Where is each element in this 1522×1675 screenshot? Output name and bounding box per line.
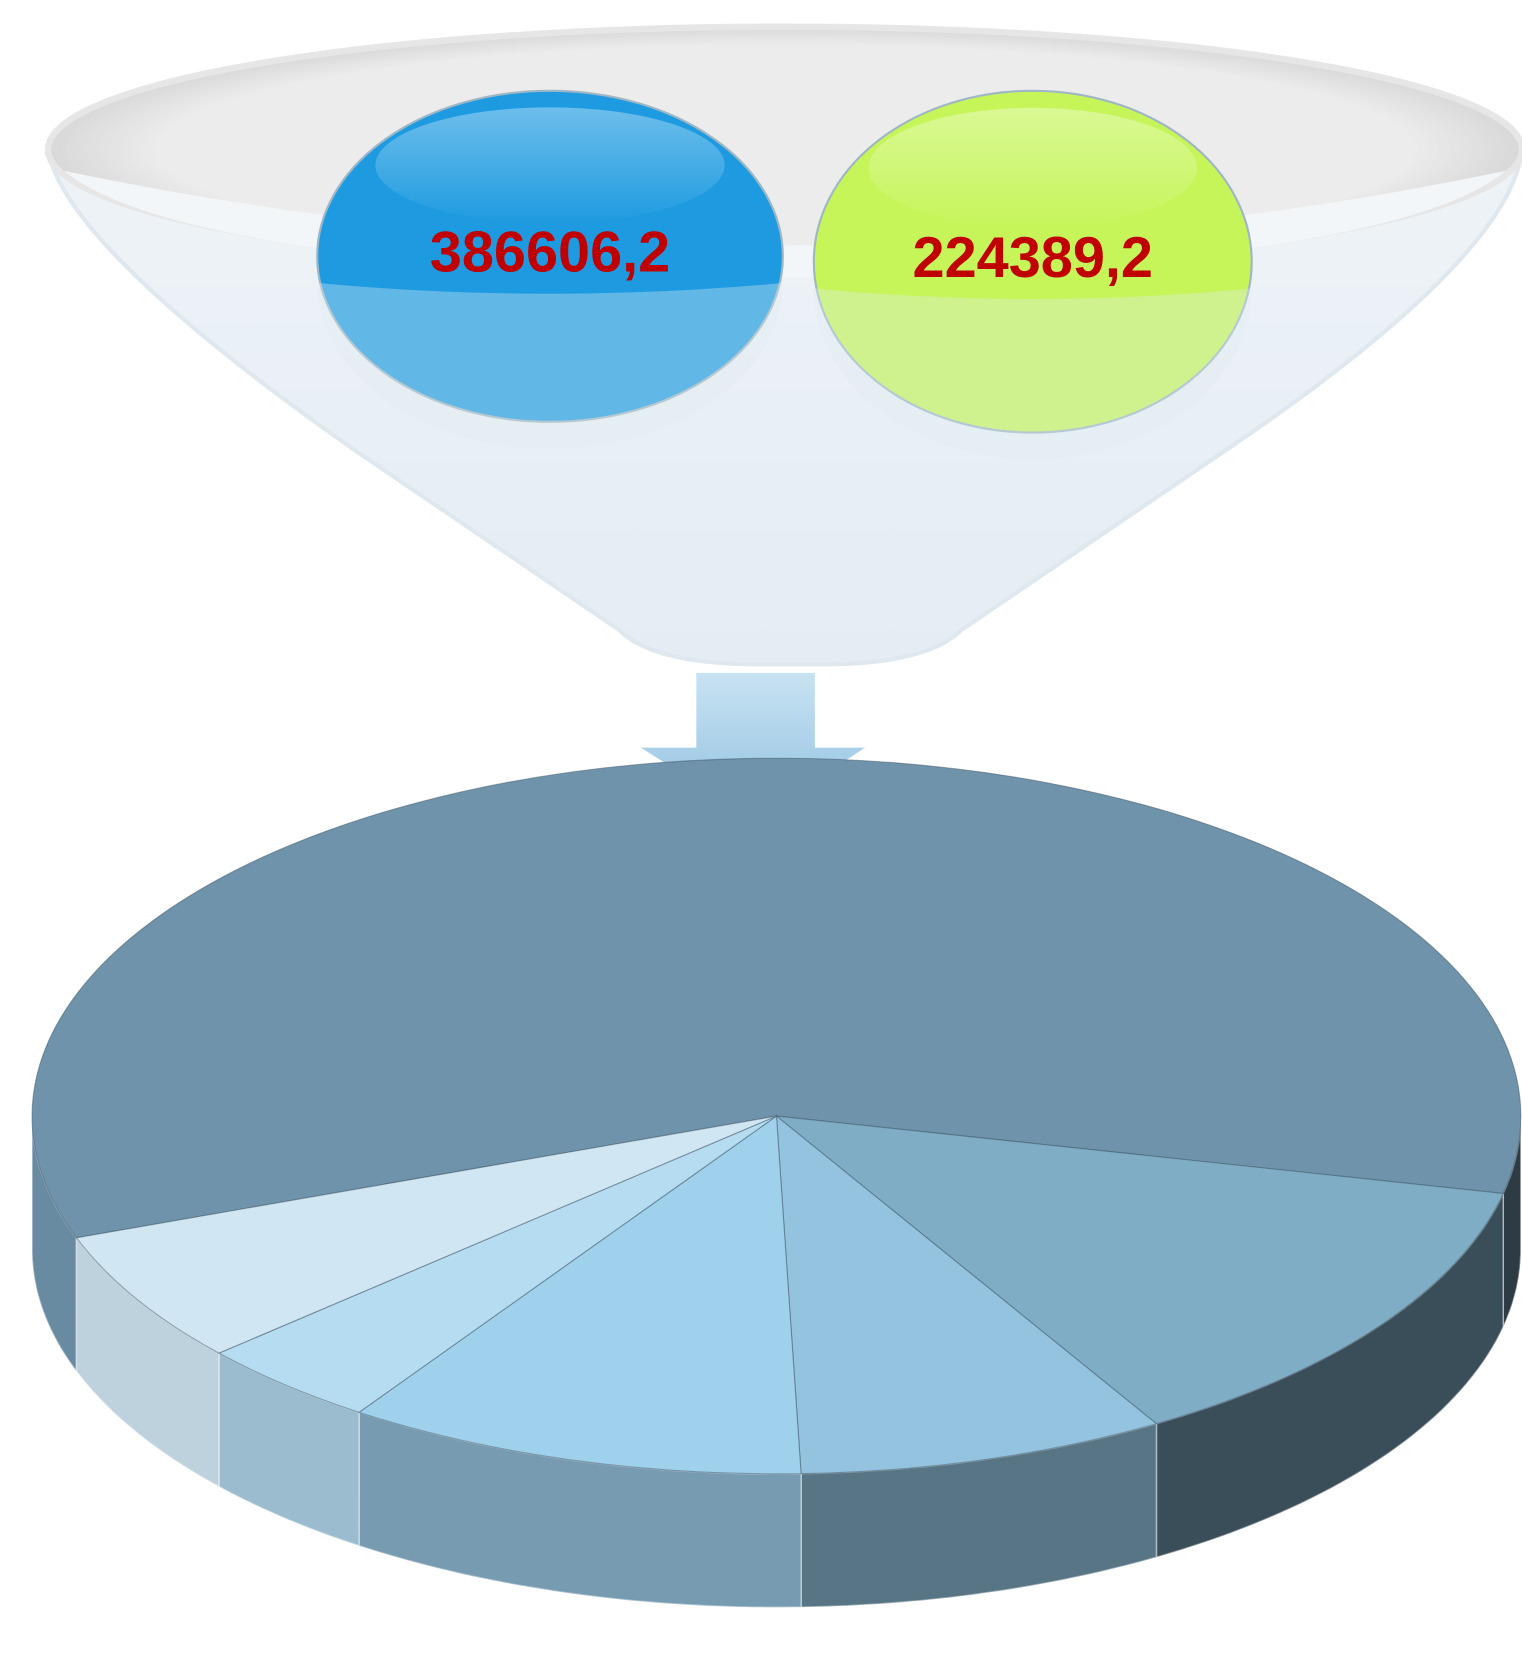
bubble-label: 386606,2 <box>430 221 670 285</box>
bubble-lower-tint <box>317 283 783 449</box>
funnel <box>45 23 1522 667</box>
pie-slice <box>75 1115 777 1354</box>
pie-slice <box>31 757 1522 1239</box>
pie-slice <box>357 1115 802 1475</box>
bubble-lower-tint <box>813 288 1252 460</box>
pie-slice <box>775 1114 1158 1475</box>
bubble-shine <box>375 107 725 224</box>
pie-slice <box>774 1115 1505 1425</box>
pie-slice <box>217 1115 777 1413</box>
bubble-label: 224389,2 <box>913 226 1153 290</box>
bubble-shine <box>868 107 1197 228</box>
